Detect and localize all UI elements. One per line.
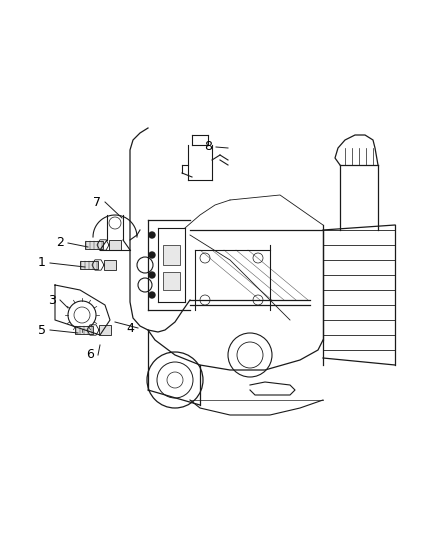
Circle shape [149,272,155,278]
Text: 6: 6 [86,349,94,361]
Text: 2: 2 [56,237,64,249]
Circle shape [149,232,155,238]
Text: 5: 5 [38,324,46,336]
Bar [163,245,180,265]
Text: 4: 4 [126,321,134,335]
Bar [85,241,103,249]
Text: 7: 7 [93,196,101,208]
Circle shape [149,252,155,258]
Bar [80,261,98,269]
Text: 1: 1 [38,256,46,270]
Bar [75,326,93,334]
Text: 8: 8 [204,141,212,154]
Bar [109,240,121,250]
Text: 3: 3 [48,294,56,306]
Bar [104,260,116,270]
Bar [163,272,180,290]
Circle shape [149,292,155,298]
Bar [99,325,111,335]
